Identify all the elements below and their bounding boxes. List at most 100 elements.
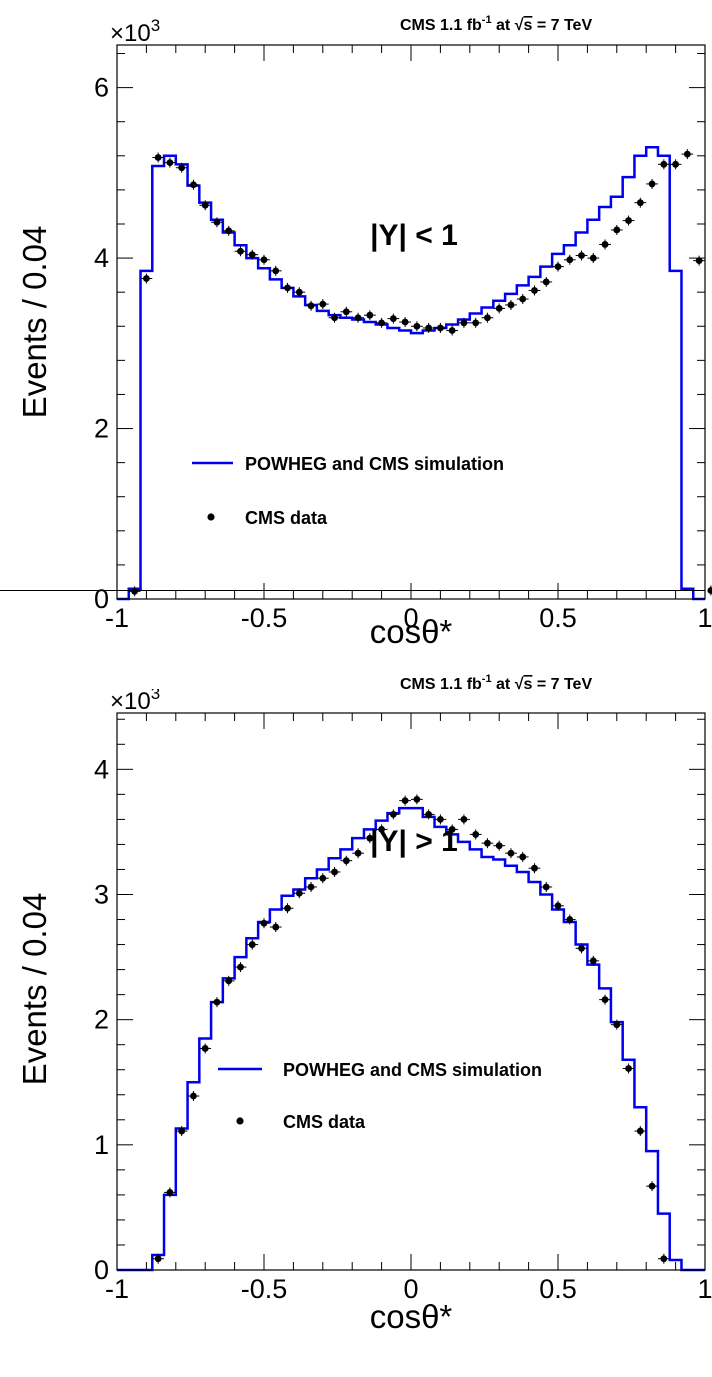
data-point [566, 916, 574, 923]
data-point [131, 587, 139, 595]
data-point [660, 160, 668, 168]
data-point [272, 267, 280, 275]
data-point [190, 181, 197, 189]
data-point [331, 314, 338, 322]
data-point [531, 864, 538, 872]
data-point [507, 301, 515, 309]
data-point [484, 839, 491, 847]
data-point [413, 795, 421, 803]
data-point [519, 853, 527, 861]
data-point [672, 160, 679, 168]
data-point [201, 201, 209, 209]
data-point [425, 810, 433, 818]
data-point [578, 944, 585, 952]
data-point [389, 315, 397, 322]
legend-label-data: CMS data [283, 1112, 366, 1132]
data-point [683, 150, 691, 158]
simulation-histogram [117, 146, 705, 601]
data-point [354, 314, 362, 322]
data-point [295, 288, 303, 296]
x-axis-title: cosθ* [370, 1298, 453, 1335]
data-point [213, 998, 221, 1006]
legend-label-simulation: POWHEG and CMS simulation [283, 1060, 542, 1080]
data-point [284, 904, 291, 912]
x-tick-label: 0.5 [539, 603, 577, 633]
data-point [378, 319, 385, 327]
x-tick-label: -1 [105, 603, 129, 633]
x-tick-label: 1 [697, 603, 712, 633]
data-point [248, 251, 256, 259]
data-point [625, 217, 632, 224]
y-multiplier: ×103 [110, 689, 160, 715]
data-point [507, 849, 515, 857]
data-point [389, 810, 397, 818]
data-point [366, 311, 374, 319]
data-point [519, 295, 527, 303]
data-point [190, 1092, 197, 1100]
chart-panel-abs-y-gt-1: -1 -0.5 0 0.5 1 0 1 2 3 4 ×103 |Y| > 1 POWHEG and… [0, 689, 712, 1377]
data-point [613, 1021, 621, 1029]
data-point [472, 831, 480, 838]
data-point [601, 996, 609, 1004]
data-point [460, 319, 468, 327]
data-point [166, 1188, 174, 1196]
chart-svg: -1 -0.5 0 0.5 1 0 1 2 3 4 ×103 |Y| > 1 POWHEG and… [16, 689, 712, 1335]
y-tick-label: 6 [94, 73, 109, 103]
data-point [460, 815, 468, 823]
data-point [143, 275, 150, 282]
y-tick-label: 4 [94, 754, 109, 784]
data-point [354, 849, 362, 857]
data-point [625, 1065, 632, 1072]
x-tick-label: 0 [403, 603, 418, 633]
data-point [425, 324, 433, 332]
data-point [178, 1127, 186, 1135]
x-axis-title: cosθ* [370, 613, 453, 650]
data-point [554, 902, 562, 910]
data-point [272, 923, 280, 931]
data-point [601, 241, 609, 248]
cms-header: CMS 1.1 fb-1 at √s = 7 TeV [400, 673, 592, 691]
y-axis-title: Events / 0.04 [16, 226, 53, 419]
region-label: |Y| < 1 [370, 219, 458, 252]
data-point [366, 834, 374, 842]
data-point [260, 919, 268, 927]
data-point [413, 322, 421, 330]
data-point [178, 164, 186, 172]
x-tick-label: -1 [105, 1274, 129, 1304]
data-point [695, 257, 703, 265]
data-point [448, 327, 456, 334]
y-tick-label: 0 [94, 1255, 109, 1285]
chart-panel-abs-y-lt-1: -1 -0.5 0 0.5 1 0 2 4 6 CMS 1.1 fb-1 at √s = 7 T… [0, 0, 712, 688]
data-point [707, 587, 712, 594]
data-point [589, 957, 597, 965]
x-tick-label: 1 [697, 1274, 712, 1304]
plot-frame [116, 44, 706, 600]
x-tick-label: -0.5 [241, 1274, 288, 1304]
y-tick-label: 4 [94, 243, 109, 273]
data-point [495, 304, 503, 312]
data-point [531, 287, 538, 294]
data-point [495, 842, 503, 850]
data-point [260, 256, 268, 264]
cms-header: CMS 1.1 fb-1 at √s = 7 TeV [400, 14, 592, 34]
data-point [660, 1255, 668, 1263]
data-point [225, 227, 233, 235]
data-point [437, 815, 444, 823]
simulation-histogram [117, 806, 705, 1272]
y-tick-label: 2 [94, 1005, 109, 1035]
chart-svg: -1 -0.5 0 0.5 1 0 2 4 6 CMS 1.1 fb-1 at √s = 7 T… [0, 14, 712, 650]
data-point [213, 218, 221, 226]
data-point [166, 159, 174, 167]
data-point [342, 857, 350, 865]
data-point [342, 308, 350, 316]
plot-frame [116, 712, 706, 1271]
data-point [542, 278, 550, 286]
data-point [472, 319, 480, 327]
data-point [613, 226, 621, 234]
data-point [437, 324, 444, 332]
data-point [636, 199, 644, 207]
data-point [542, 883, 550, 891]
y-tick-label: 2 [94, 414, 109, 444]
data-point [484, 314, 491, 322]
x-tick-label: 0.5 [539, 1274, 577, 1304]
